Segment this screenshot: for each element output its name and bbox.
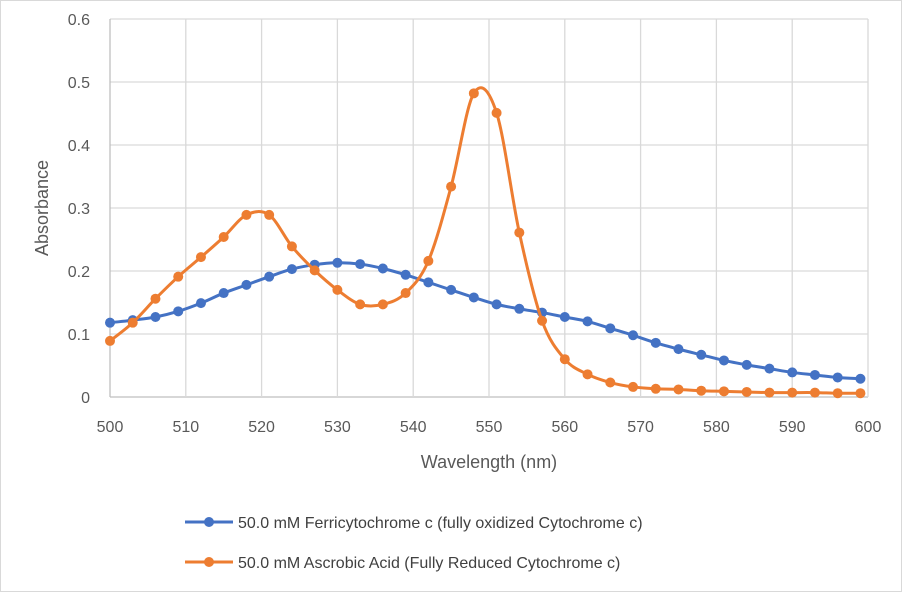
y-tick-labels: 0 0.1 0.2 0.3 0.4 0.5 0.6 (68, 12, 90, 407)
x-tick-label: 580 (703, 419, 730, 436)
data-point (628, 381, 639, 392)
data-point (173, 271, 184, 282)
x-tick-label: 550 (476, 419, 503, 436)
legend-entry-ascorbic: 50.0 mM Ascrobic Acid (Fully Reduced Cyt… (185, 555, 620, 572)
data-point (628, 330, 639, 341)
data-point (650, 337, 661, 348)
data-point (446, 181, 457, 192)
gridlines (109, 18, 869, 398)
data-point (537, 315, 548, 326)
data-point (264, 271, 275, 282)
data-point (377, 263, 388, 274)
x-tick-label: 510 (172, 419, 199, 436)
data-point (741, 359, 752, 370)
data-point (309, 265, 320, 276)
y-tick-label: 0.3 (68, 201, 90, 218)
legend-label-ferricytochrome: 50.0 mM Ferricytochrome c (fully oxidize… (238, 515, 643, 532)
x-tick-label: 560 (551, 419, 578, 436)
data-point (696, 385, 707, 396)
data-point (150, 293, 161, 304)
data-point (332, 257, 343, 268)
data-point (150, 311, 161, 322)
series-group (105, 86, 866, 399)
data-point (855, 373, 866, 384)
data-point (332, 284, 343, 295)
data-point (718, 355, 729, 366)
data-point (582, 316, 593, 327)
data-point (491, 299, 502, 310)
data-point (377, 299, 388, 310)
data-point (787, 387, 798, 398)
data-point (514, 303, 525, 314)
legend-label-ascorbic: 50.0 mM Ascrobic Acid (Fully Reduced Cyt… (238, 555, 620, 572)
data-point (491, 107, 502, 118)
data-point (787, 367, 798, 378)
data-point (195, 298, 206, 309)
y-tick-label: 0.4 (68, 138, 90, 155)
data-point (764, 363, 775, 374)
data-point (355, 259, 366, 270)
x-tick-label: 520 (248, 419, 275, 436)
y-tick-label: 0.1 (68, 327, 90, 344)
data-point (582, 369, 593, 380)
data-point (809, 369, 820, 380)
data-point (173, 306, 184, 317)
data-point (605, 323, 616, 334)
series-1 (105, 86, 866, 399)
data-point (559, 354, 570, 365)
x-tick-label: 590 (779, 419, 806, 436)
x-axis-label: Wavelength (nm) (421, 452, 557, 472)
data-point (355, 299, 366, 310)
data-point (741, 386, 752, 397)
x-tick-label: 540 (400, 419, 427, 436)
legend-entry-ferricytochrome: 50.0 mM Ferricytochrome c (fully oxidize… (185, 515, 643, 532)
data-point (400, 288, 411, 299)
data-point (195, 252, 206, 263)
series-line (109, 86, 861, 395)
data-point (286, 241, 297, 252)
y-tick-label: 0.6 (68, 12, 90, 29)
x-tick-label: 530 (324, 419, 351, 436)
data-point (241, 279, 252, 290)
data-point (105, 317, 115, 328)
data-point (605, 377, 616, 388)
x-tick-label: 600 (855, 419, 882, 436)
data-point (218, 231, 229, 242)
data-point (241, 209, 252, 220)
x-tick-label: 570 (627, 419, 654, 436)
data-point (468, 88, 479, 99)
data-point (446, 284, 457, 295)
data-point (673, 384, 684, 395)
x-tick-label: 500 (97, 419, 124, 436)
legend: 50.0 mM Ferricytochrome c (fully oxidize… (185, 515, 643, 572)
data-point (809, 387, 820, 398)
y-axis-label: Absorbance (32, 160, 52, 256)
y-tick-label: 0.5 (68, 75, 90, 92)
data-point (650, 383, 661, 394)
data-point (105, 335, 115, 346)
data-point (400, 269, 411, 280)
data-point (264, 209, 275, 220)
data-point (764, 387, 775, 398)
data-point (468, 292, 479, 303)
data-point (423, 277, 434, 288)
data-point (696, 349, 707, 360)
x-tick-labels: 500 510 520 530 540 550 560 570 580 590 600 (97, 419, 882, 436)
data-point (286, 264, 297, 275)
data-point (855, 388, 866, 399)
y-tick-label: 0 (81, 390, 90, 407)
data-point (514, 227, 525, 238)
data-point (218, 288, 229, 299)
data-point (423, 255, 434, 266)
data-point (832, 372, 843, 383)
series-line (109, 261, 861, 381)
data-point (673, 344, 684, 355)
data-point (832, 388, 843, 399)
data-point (718, 386, 729, 397)
y-tick-label: 0.2 (68, 264, 90, 281)
data-point (559, 311, 570, 322)
data-point (127, 317, 138, 328)
